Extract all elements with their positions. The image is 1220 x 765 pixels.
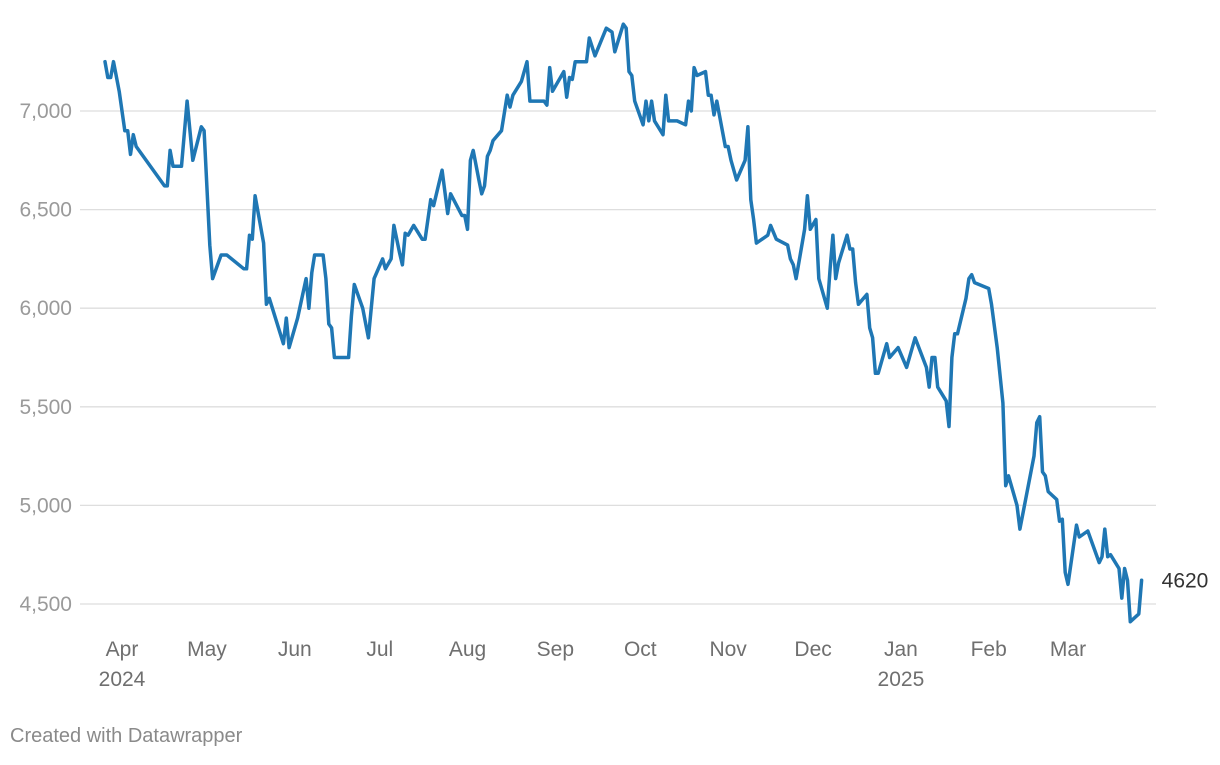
x-tick-label-dec: Dec bbox=[794, 638, 831, 661]
x-tick-label-nov: Nov bbox=[709, 638, 747, 661]
y-tick-label: 5,500 bbox=[19, 396, 72, 419]
x-tick-label-feb: Feb bbox=[971, 638, 1007, 661]
x-tick-year-label: 2024 bbox=[99, 668, 146, 691]
x-tick-label-mar: Mar bbox=[1050, 638, 1086, 661]
x-axis-tick-labels: Apr 2024 May Jun Jul Aug Sep Oct Nov Dec Jan 2025 Fe… bbox=[99, 638, 1086, 691]
y-tick-label: 6,500 bbox=[19, 199, 72, 222]
x-tick-label-jan: Jan bbox=[884, 638, 918, 661]
end-value-label: 4620 bbox=[1162, 569, 1209, 592]
x-tick-label-oct: Oct bbox=[624, 638, 657, 661]
x-tick-label-sep: Sep bbox=[537, 638, 574, 661]
data-label-layer: 4620 bbox=[1162, 569, 1209, 592]
x-tick-label-apr: Apr bbox=[106, 638, 139, 661]
y-tick-label: 6,000 bbox=[19, 297, 72, 320]
x-tick-label-aug: Aug bbox=[449, 638, 486, 661]
x-tick-year-label: 2025 bbox=[878, 668, 925, 691]
y-tick-label: 5,000 bbox=[19, 494, 72, 517]
y-tick-label: 4,500 bbox=[19, 593, 72, 616]
x-tick-label-may: May bbox=[187, 638, 227, 661]
series-line bbox=[103, 22, 1144, 624]
y-axis-tick-labels: 4,500 5,000 5,500 6,000 6,500 7,000 bbox=[19, 100, 72, 616]
x-tick-label-jul: Jul bbox=[366, 638, 393, 661]
y-tick-label: 7,000 bbox=[19, 100, 72, 123]
series-layer bbox=[103, 22, 1144, 624]
x-tick-label-jun: Jun bbox=[278, 638, 312, 661]
credit-text: Created with Datawrapper bbox=[10, 725, 243, 747]
grid-lines bbox=[80, 110, 1156, 605]
